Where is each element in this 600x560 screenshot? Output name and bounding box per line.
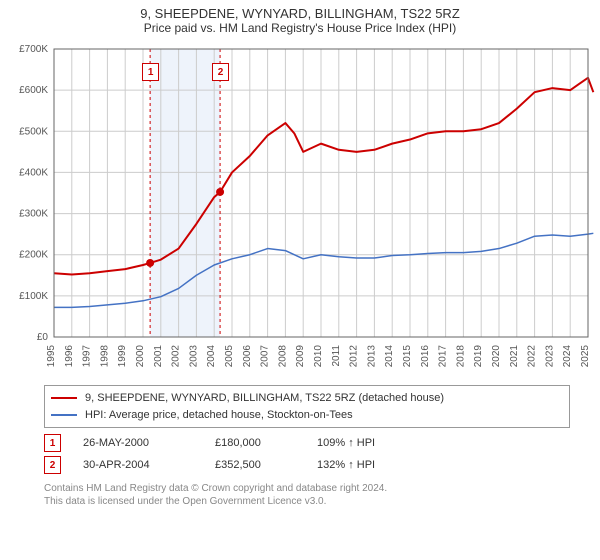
svg-text:2015: 2015 [402,345,413,368]
svg-text:2007: 2007 [260,345,271,368]
chart-marker-badge: 1 [142,63,159,81]
svg-text:£600K: £600K [19,85,48,96]
svg-text:2019: 2019 [473,345,484,368]
svg-text:£500K: £500K [19,126,48,137]
transaction-date: 26-MAY-2000 [83,437,193,449]
svg-text:2017: 2017 [438,345,449,368]
transaction-row: 1 26-MAY-2000 £180,000 109% ↑ HPI [44,432,570,454]
transaction-ratio: 109% ↑ HPI [317,437,427,449]
svg-text:2016: 2016 [420,345,431,368]
svg-text:2006: 2006 [242,345,253,368]
svg-text:2024: 2024 [562,345,573,368]
svg-text:2002: 2002 [171,345,182,368]
price-chart: £0 £100K £200K £300K £400K £500K £600K £700K 199… [0,39,600,379]
footer-line: This data is licensed under the Open Gov… [44,495,570,508]
svg-text:2000: 2000 [135,345,146,368]
svg-text:2018: 2018 [455,345,466,368]
svg-text:2023: 2023 [544,345,555,368]
svg-text:£400K: £400K [19,167,48,178]
transaction-badge: 1 [44,434,61,452]
svg-text:2011: 2011 [331,345,342,367]
legend-swatch [51,414,77,416]
svg-text:1995: 1995 [46,345,57,368]
svg-text:2013: 2013 [366,345,377,368]
svg-text:£100K: £100K [19,291,48,302]
chart-container: £0 £100K £200K £300K £400K £500K £600K £700K 199… [0,39,600,379]
page-title: 9, SHEEPDENE, WYNYARD, BILLINGHAM, TS22 … [0,0,600,21]
legend-item: HPI: Average price, detached house, Stoc… [51,407,563,424]
svg-text:2020: 2020 [491,345,502,368]
legend-label: 9, SHEEPDENE, WYNYARD, BILLINGHAM, TS22 … [85,390,444,407]
svg-text:£700K: £700K [19,44,48,55]
transaction-row: 2 30-APR-2004 £352,500 132% ↑ HPI [44,454,570,476]
transactions-table: 1 26-MAY-2000 £180,000 109% ↑ HPI 2 30-APR-20… [44,432,570,476]
legend-swatch [51,397,77,399]
svg-text:1998: 1998 [99,345,110,368]
svg-text:2008: 2008 [277,345,288,368]
svg-text:2025: 2025 [580,345,591,368]
svg-text:1996: 1996 [64,345,75,368]
svg-text:£200K: £200K [19,250,48,261]
page-subtitle: Price paid vs. HM Land Registry's House … [0,21,600,39]
svg-text:2021: 2021 [509,345,520,368]
legend-item: 9, SHEEPDENE, WYNYARD, BILLINGHAM, TS22 … [51,390,563,407]
svg-text:2003: 2003 [188,345,199,368]
transaction-price: £180,000 [215,437,295,449]
svg-text:£0: £0 [37,332,49,343]
transaction-date: 30-APR-2004 [83,459,193,471]
svg-text:2014: 2014 [384,345,395,368]
svg-text:£300K: £300K [19,209,48,220]
svg-text:2022: 2022 [527,345,538,368]
legend-label: HPI: Average price, detached house, Stoc… [85,407,353,424]
svg-text:1997: 1997 [82,345,93,368]
legend: 9, SHEEPDENE, WYNYARD, BILLINGHAM, TS22 … [44,385,570,428]
transaction-badge: 2 [44,456,61,474]
footer-line: Contains HM Land Registry data © Crown c… [44,482,570,495]
footer-attribution: Contains HM Land Registry data © Crown c… [44,482,570,508]
svg-text:2009: 2009 [295,345,306,368]
chart-marker-badge: 2 [212,63,229,81]
svg-text:2012: 2012 [349,345,360,368]
svg-text:2005: 2005 [224,345,235,368]
transaction-price: £352,500 [215,459,295,471]
svg-text:2010: 2010 [313,345,324,368]
svg-text:1999: 1999 [117,345,128,368]
svg-text:2001: 2001 [153,345,164,368]
transaction-ratio: 132% ↑ HPI [317,459,427,471]
svg-text:2004: 2004 [206,345,217,368]
